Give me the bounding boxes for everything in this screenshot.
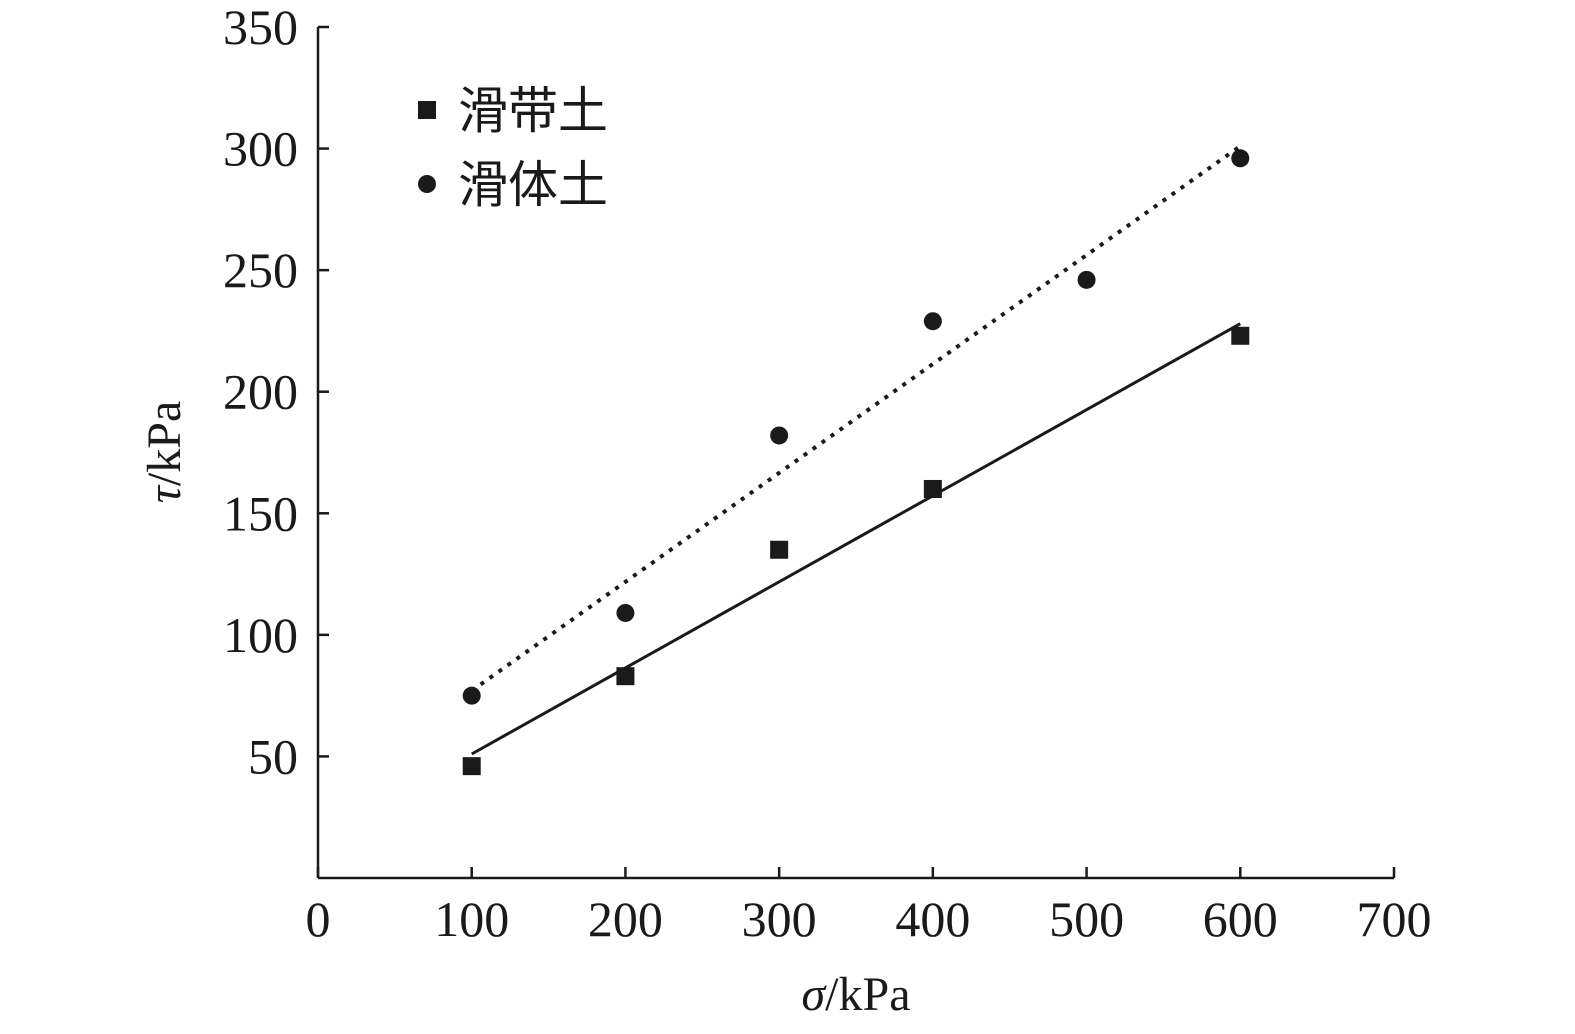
legend-marker-series-1	[418, 101, 436, 119]
data-point-series-2	[1231, 149, 1250, 168]
data-point-series-1	[770, 540, 789, 559]
data-point-series-1	[616, 667, 635, 686]
x-axis-title-unit: /kPa	[825, 968, 910, 1021]
x-tick-label: 600	[1203, 891, 1278, 947]
legend-label-series-2: 滑体土	[458, 156, 608, 214]
y-tick-label: 150	[223, 485, 298, 541]
fit-line-series-1	[470, 322, 1242, 756]
x-tick-label: 700	[1357, 891, 1432, 947]
y-tick-label: 100	[223, 607, 298, 663]
legend-label-series-1: 滑带土	[458, 82, 608, 140]
x-axis-title: σ/kPa	[801, 968, 910, 1021]
fit-line-series-2	[470, 144, 1242, 693]
data-points	[462, 149, 1250, 776]
x-tick-label: 400	[895, 891, 970, 947]
x-tick-label: 0	[306, 891, 331, 947]
ticks: 0 100 200 300 400 500 600 700 50 100 150 200 250 300 3…	[223, 0, 1432, 947]
data-point-series-1	[1231, 326, 1250, 345]
data-point-series-2	[616, 603, 635, 622]
legend-marker-series-2	[418, 175, 436, 193]
y-axis-title: τ/kPa	[138, 401, 191, 504]
x-axis-title-symbol: σ	[801, 968, 827, 1021]
y-tick-label: 50	[248, 728, 298, 784]
y-tick-label: 200	[223, 364, 298, 420]
y-axis-title-symbol: τ	[138, 484, 191, 503]
fit-lines	[470, 144, 1242, 756]
x-tick-label: 300	[742, 891, 817, 947]
y-tick-label: 350	[223, 0, 298, 55]
axes	[316, 27, 1394, 880]
data-point-series-2	[923, 312, 942, 331]
data-point-series-1	[923, 479, 942, 498]
y-tick-label: 300	[223, 121, 298, 177]
x-tick-label: 500	[1049, 891, 1124, 947]
data-point-series-2	[1077, 270, 1096, 289]
data-point-series-1	[462, 757, 481, 776]
y-axis-title-unit: /kPa	[138, 401, 191, 486]
data-point-series-2	[770, 426, 789, 445]
y-tick-label: 250	[223, 242, 298, 298]
data-point-series-2	[462, 686, 481, 705]
x-tick-label: 100	[434, 891, 509, 947]
x-tick-label: 200	[588, 891, 663, 947]
